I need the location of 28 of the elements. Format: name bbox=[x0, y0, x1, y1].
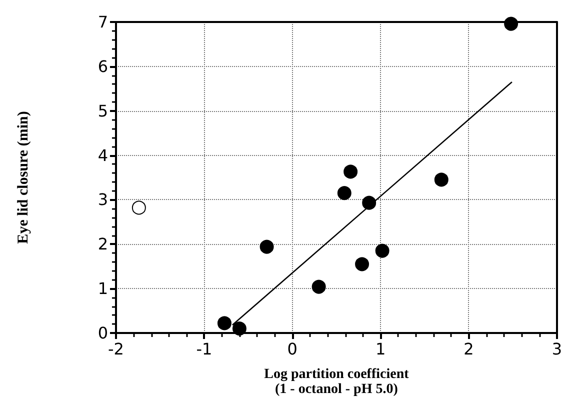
point bbox=[504, 16, 518, 31]
point bbox=[375, 244, 390, 258]
x-tick-label: -1 bbox=[196, 340, 212, 358]
x-axis-title: Log partition coefficient (1 - octanol - pH 5.0) bbox=[264, 367, 410, 397]
point bbox=[132, 200, 146, 215]
point bbox=[337, 186, 352, 200]
point bbox=[362, 196, 376, 210]
y-tick-label: 7 bbox=[98, 12, 108, 32]
point bbox=[260, 240, 274, 254]
y-tick-label: 4 bbox=[98, 146, 108, 165]
y-tick-label: 6 bbox=[98, 56, 108, 76]
x-tick-label: 1 bbox=[375, 340, 386, 358]
y-tick-label: 2 bbox=[98, 234, 108, 254]
x-tick-label: 2 bbox=[464, 340, 474, 358]
point bbox=[434, 172, 448, 187]
y-axis-title: Eye lid closure (min) bbox=[16, 111, 32, 244]
point bbox=[217, 316, 232, 330]
x-tick-label: 3 bbox=[552, 340, 562, 358]
y-tick-label: 3 bbox=[98, 190, 108, 210]
point bbox=[232, 322, 246, 336]
point bbox=[344, 164, 358, 179]
y-tick-label: 1 bbox=[98, 279, 108, 298]
x-tick-label: -2 bbox=[108, 340, 124, 358]
y-tick-label: 0 bbox=[98, 324, 108, 342]
y-tick-label: 5 bbox=[98, 101, 108, 120]
point bbox=[355, 257, 370, 272]
point bbox=[312, 280, 326, 294]
x-tick-label: 0 bbox=[287, 340, 298, 358]
